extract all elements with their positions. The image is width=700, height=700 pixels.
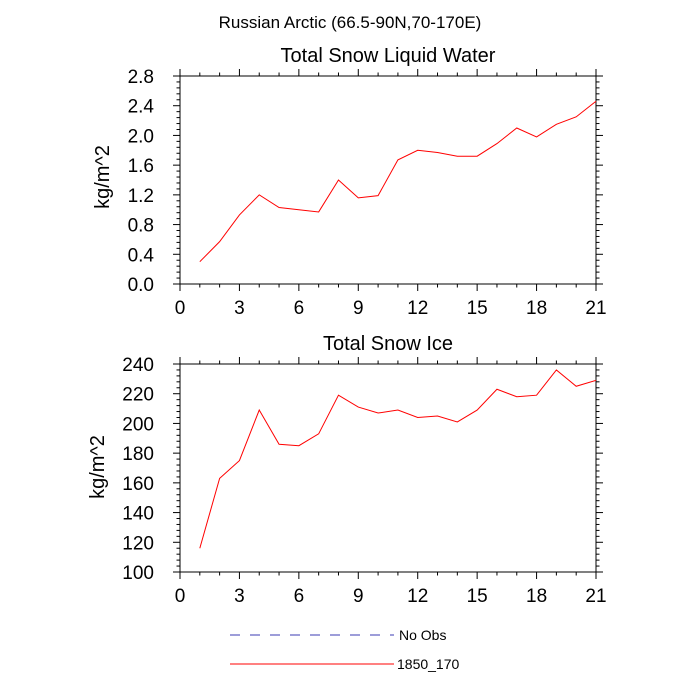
legend-label-1850-170: 1850_170 xyxy=(397,656,460,672)
y-tick-label: 240 xyxy=(122,355,154,376)
data-series xyxy=(199,369,597,549)
y-axis-label: kg/m^2 xyxy=(87,435,109,499)
series-line-1850_170 xyxy=(199,369,597,549)
legend-label-no-obs: No Obs xyxy=(399,627,446,643)
x-tick-label: 12 xyxy=(407,586,428,607)
x-tick-label: 0 xyxy=(175,586,186,607)
y-axis-label: kg/m^2 xyxy=(92,145,114,209)
y-tick-label: 0.4 xyxy=(128,245,155,266)
y-tick-label: 140 xyxy=(122,504,154,525)
chart-panel-snow-liquid-water: Total Snow Liquid Water kg/m^2 0 3 6 9 12 15 1… xyxy=(92,45,607,319)
plot-frame xyxy=(179,363,597,573)
plot-frame xyxy=(179,75,597,285)
y-tick-label: 1.6 xyxy=(128,156,154,177)
x-tick-label: 15 xyxy=(467,586,488,607)
axis-tick-labels: 0 3 6 9 12 15 18 21 0.0 0.4 0.8 1.2 1.6 2.0 2.4 2.8 xyxy=(128,67,607,319)
x-tick-label: 3 xyxy=(234,586,245,607)
y-tick-label: 220 xyxy=(122,385,154,406)
y-tick-label: 2.4 xyxy=(128,97,155,118)
data-series xyxy=(199,100,597,263)
axis-ticks xyxy=(173,69,603,291)
x-tick-label: 6 xyxy=(294,298,305,319)
y-tick-label: 180 xyxy=(122,444,154,465)
axis-ticks xyxy=(173,357,603,579)
x-tick-label: 21 xyxy=(585,298,606,319)
x-tick-label: 6 xyxy=(294,586,305,607)
y-tick-label: 120 xyxy=(122,533,154,554)
x-tick-label: 15 xyxy=(467,298,488,319)
x-tick-label: 0 xyxy=(175,298,186,319)
y-tick-label: 0.0 xyxy=(128,275,154,296)
x-tick-label: 18 xyxy=(526,586,547,607)
figure-suptitle: Russian Arctic (66.5-90N,70-170E) xyxy=(219,13,482,32)
x-tick-label: 9 xyxy=(353,298,364,319)
y-tick-label: 2.0 xyxy=(128,126,154,147)
chart-title: Total Snow Liquid Water xyxy=(281,45,496,67)
y-tick-label: 2.8 xyxy=(128,67,154,88)
series-line-1850_170 xyxy=(199,100,597,263)
axis-tick-labels: 0 3 6 9 12 15 18 21 100 120 140 160 180 200 220 240 xyxy=(122,355,606,607)
chart-title: Total Snow Ice xyxy=(323,333,453,355)
x-tick-label: 21 xyxy=(585,586,606,607)
y-tick-label: 1.2 xyxy=(128,186,154,207)
y-tick-label: 0.8 xyxy=(128,216,154,237)
y-tick-label: 160 xyxy=(122,474,154,495)
x-tick-label: 9 xyxy=(353,586,364,607)
y-tick-label: 200 xyxy=(122,414,154,435)
x-tick-label: 3 xyxy=(234,298,245,319)
y-tick-label: 100 xyxy=(122,563,154,584)
chart-panel-snow-ice: Total Snow Ice kg/m^2 0 3 6 9 12 15 18 21 100 120… xyxy=(87,333,607,607)
x-tick-label: 18 xyxy=(526,298,547,319)
x-tick-label: 12 xyxy=(407,298,428,319)
legend: No Obs 1850_170 xyxy=(230,627,460,672)
